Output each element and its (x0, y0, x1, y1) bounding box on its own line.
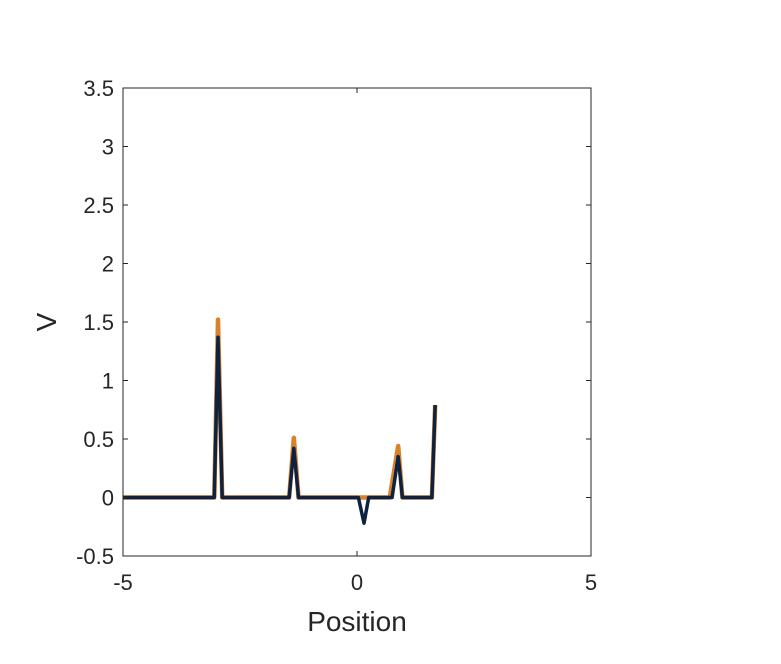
y-tick-label: 1.5 (83, 310, 114, 335)
x-tick-label: 0 (351, 570, 363, 595)
y-tick-label: 2 (102, 252, 114, 277)
y-tick-label: 0 (102, 486, 114, 511)
x-tick-label: -5 (113, 570, 133, 595)
y-tick-label: 3 (102, 135, 114, 160)
series-line-2 (123, 335, 437, 525)
x-tick-label: 5 (585, 570, 597, 595)
x-axis-title: Position (307, 606, 407, 637)
y-tick-label: 0.5 (83, 427, 114, 452)
y-tick-label: 3.5 (83, 76, 114, 101)
series-layer (123, 317, 438, 525)
y-tick-label: 1 (102, 369, 114, 394)
y-tick-label: -0.5 (76, 544, 114, 569)
y-axis-title: V (31, 312, 62, 331)
y-tick-label: 2.5 (83, 193, 114, 218)
plot-area-background (123, 88, 591, 556)
ticks-layer: -5 0 5 -0.5 0 0.5 1 1.5 2 2.5 3 3.5 (76, 76, 597, 595)
